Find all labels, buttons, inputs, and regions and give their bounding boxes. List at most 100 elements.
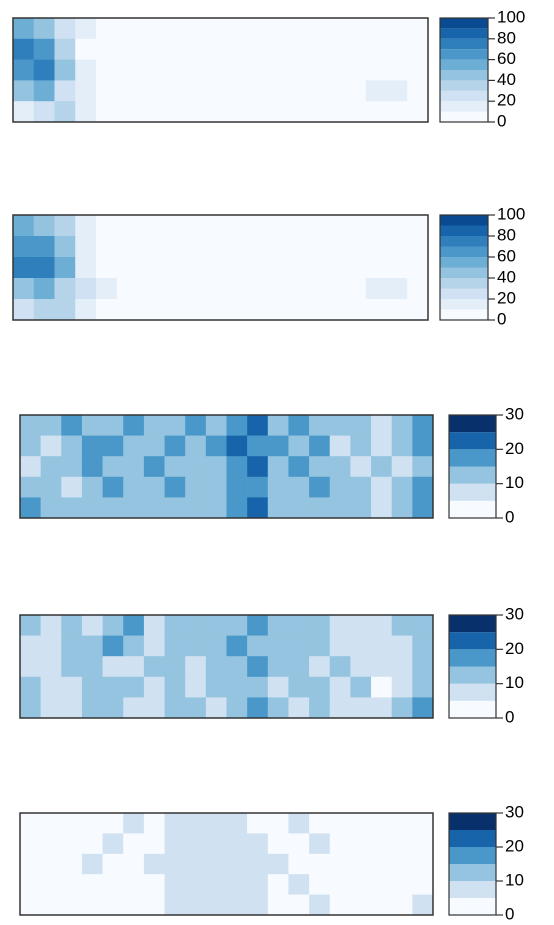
raster-cell: [158, 278, 180, 300]
raster-cell: [309, 833, 331, 855]
raster-cell: [412, 635, 434, 657]
raster-cell: [365, 215, 387, 237]
raster-cell: [407, 215, 429, 237]
raster-cell: [365, 236, 387, 258]
raster-cell: [407, 80, 429, 102]
raster-cell: [412, 853, 434, 875]
raster-cell: [143, 676, 165, 698]
colorbar-tick-label: 60: [497, 246, 516, 265]
raster-cell: [96, 299, 118, 321]
raster-cell: [329, 894, 351, 916]
colorbar-swatch: [449, 449, 496, 467]
raster-cell: [267, 497, 289, 519]
raster-cell: [164, 497, 186, 519]
raster-cell: [324, 299, 346, 321]
raster-cell: [96, 257, 118, 279]
raster-cell: [33, 18, 55, 40]
raster-cell: [13, 215, 35, 237]
raster-cell: [386, 38, 408, 60]
raster-cell: [40, 813, 62, 834]
raster-cell: [329, 615, 351, 636]
raster-cell: [137, 80, 159, 102]
colorbar-swatch: [449, 881, 496, 898]
raster-cell: [179, 236, 201, 258]
raster-cell: [102, 415, 124, 436]
raster-cell: [54, 101, 76, 123]
raster-cell: [262, 278, 284, 300]
raster-cell: [226, 635, 248, 657]
colorbar-tick-label: 0: [505, 707, 514, 726]
raster-cell: [309, 813, 331, 834]
raster-cell: [102, 697, 124, 719]
raster-cell: [371, 676, 392, 698]
raster-cell: [371, 697, 392, 719]
raster-cell: [81, 874, 103, 895]
raster-cell: [412, 435, 434, 457]
raster-cell: [13, 101, 35, 123]
raster-cell: [371, 435, 392, 457]
raster-cell: [143, 833, 165, 855]
raster-cell: [407, 278, 429, 300]
raster-cell: [329, 497, 351, 519]
raster-cell: [262, 236, 284, 258]
raster-cell: [220, 278, 242, 300]
colorbar-tick-label: 0: [497, 111, 506, 130]
raster-cell: [54, 59, 76, 81]
raster-cell: [158, 59, 180, 81]
raster-cell: [185, 476, 207, 498]
raster-cell: [199, 18, 221, 40]
raster-cell: [329, 476, 351, 498]
raster-cell: [61, 853, 83, 875]
raster-cell: [262, 59, 284, 81]
colorbar-swatch: [440, 257, 488, 268]
colorbar-swatch: [449, 649, 496, 667]
raster-cell: [33, 80, 55, 102]
plot-frame: [12, 214, 429, 321]
raster-cell: [54, 38, 76, 60]
raster-cell: [371, 833, 392, 855]
raster-cell: [205, 853, 227, 875]
raster-cell: [329, 635, 351, 657]
raster-cell: [205, 635, 227, 657]
colorbar-swatch: [440, 28, 488, 39]
colorbar-swatch: [440, 246, 488, 257]
raster-cell: [81, 833, 103, 855]
raster-cell: [324, 101, 346, 123]
raster-cell: [247, 476, 269, 498]
raster-cell: [226, 476, 248, 498]
raster-cell: [205, 676, 227, 698]
raster-cell: [371, 853, 392, 875]
raster-cell: [185, 456, 207, 478]
raster-cell: [123, 894, 145, 916]
raster-cell: [350, 435, 372, 457]
raster-cell: [262, 299, 284, 321]
raster-cell: [164, 676, 186, 698]
raster-cell: [116, 80, 138, 102]
raster-cell: [262, 215, 284, 237]
raster-cell: [412, 833, 434, 855]
raster-cell: [282, 80, 304, 102]
raster-cell: [205, 813, 227, 834]
raster-cell: [247, 635, 269, 657]
raster-cell: [102, 456, 124, 478]
raster-cell: [40, 676, 62, 698]
raster-cell: [40, 615, 62, 636]
raster-cell: [137, 299, 159, 321]
colorbar-frame: [448, 414, 497, 519]
raster-cell: [20, 853, 41, 875]
raster-cell: [371, 476, 392, 498]
raster-cell: [345, 80, 367, 102]
raster-cell: [345, 38, 367, 60]
raster-cell: [345, 299, 367, 321]
raster-cell: [267, 874, 289, 895]
raster-cell: [75, 278, 97, 300]
raster-cell: [40, 415, 62, 436]
raster-cell: [391, 476, 413, 498]
raster-cell: [241, 257, 263, 279]
raster-cell: [143, 415, 165, 436]
raster-cell: [164, 874, 186, 895]
raster-cell: [123, 635, 145, 657]
raster-cell: [303, 80, 325, 102]
raster-cell: [185, 676, 207, 698]
